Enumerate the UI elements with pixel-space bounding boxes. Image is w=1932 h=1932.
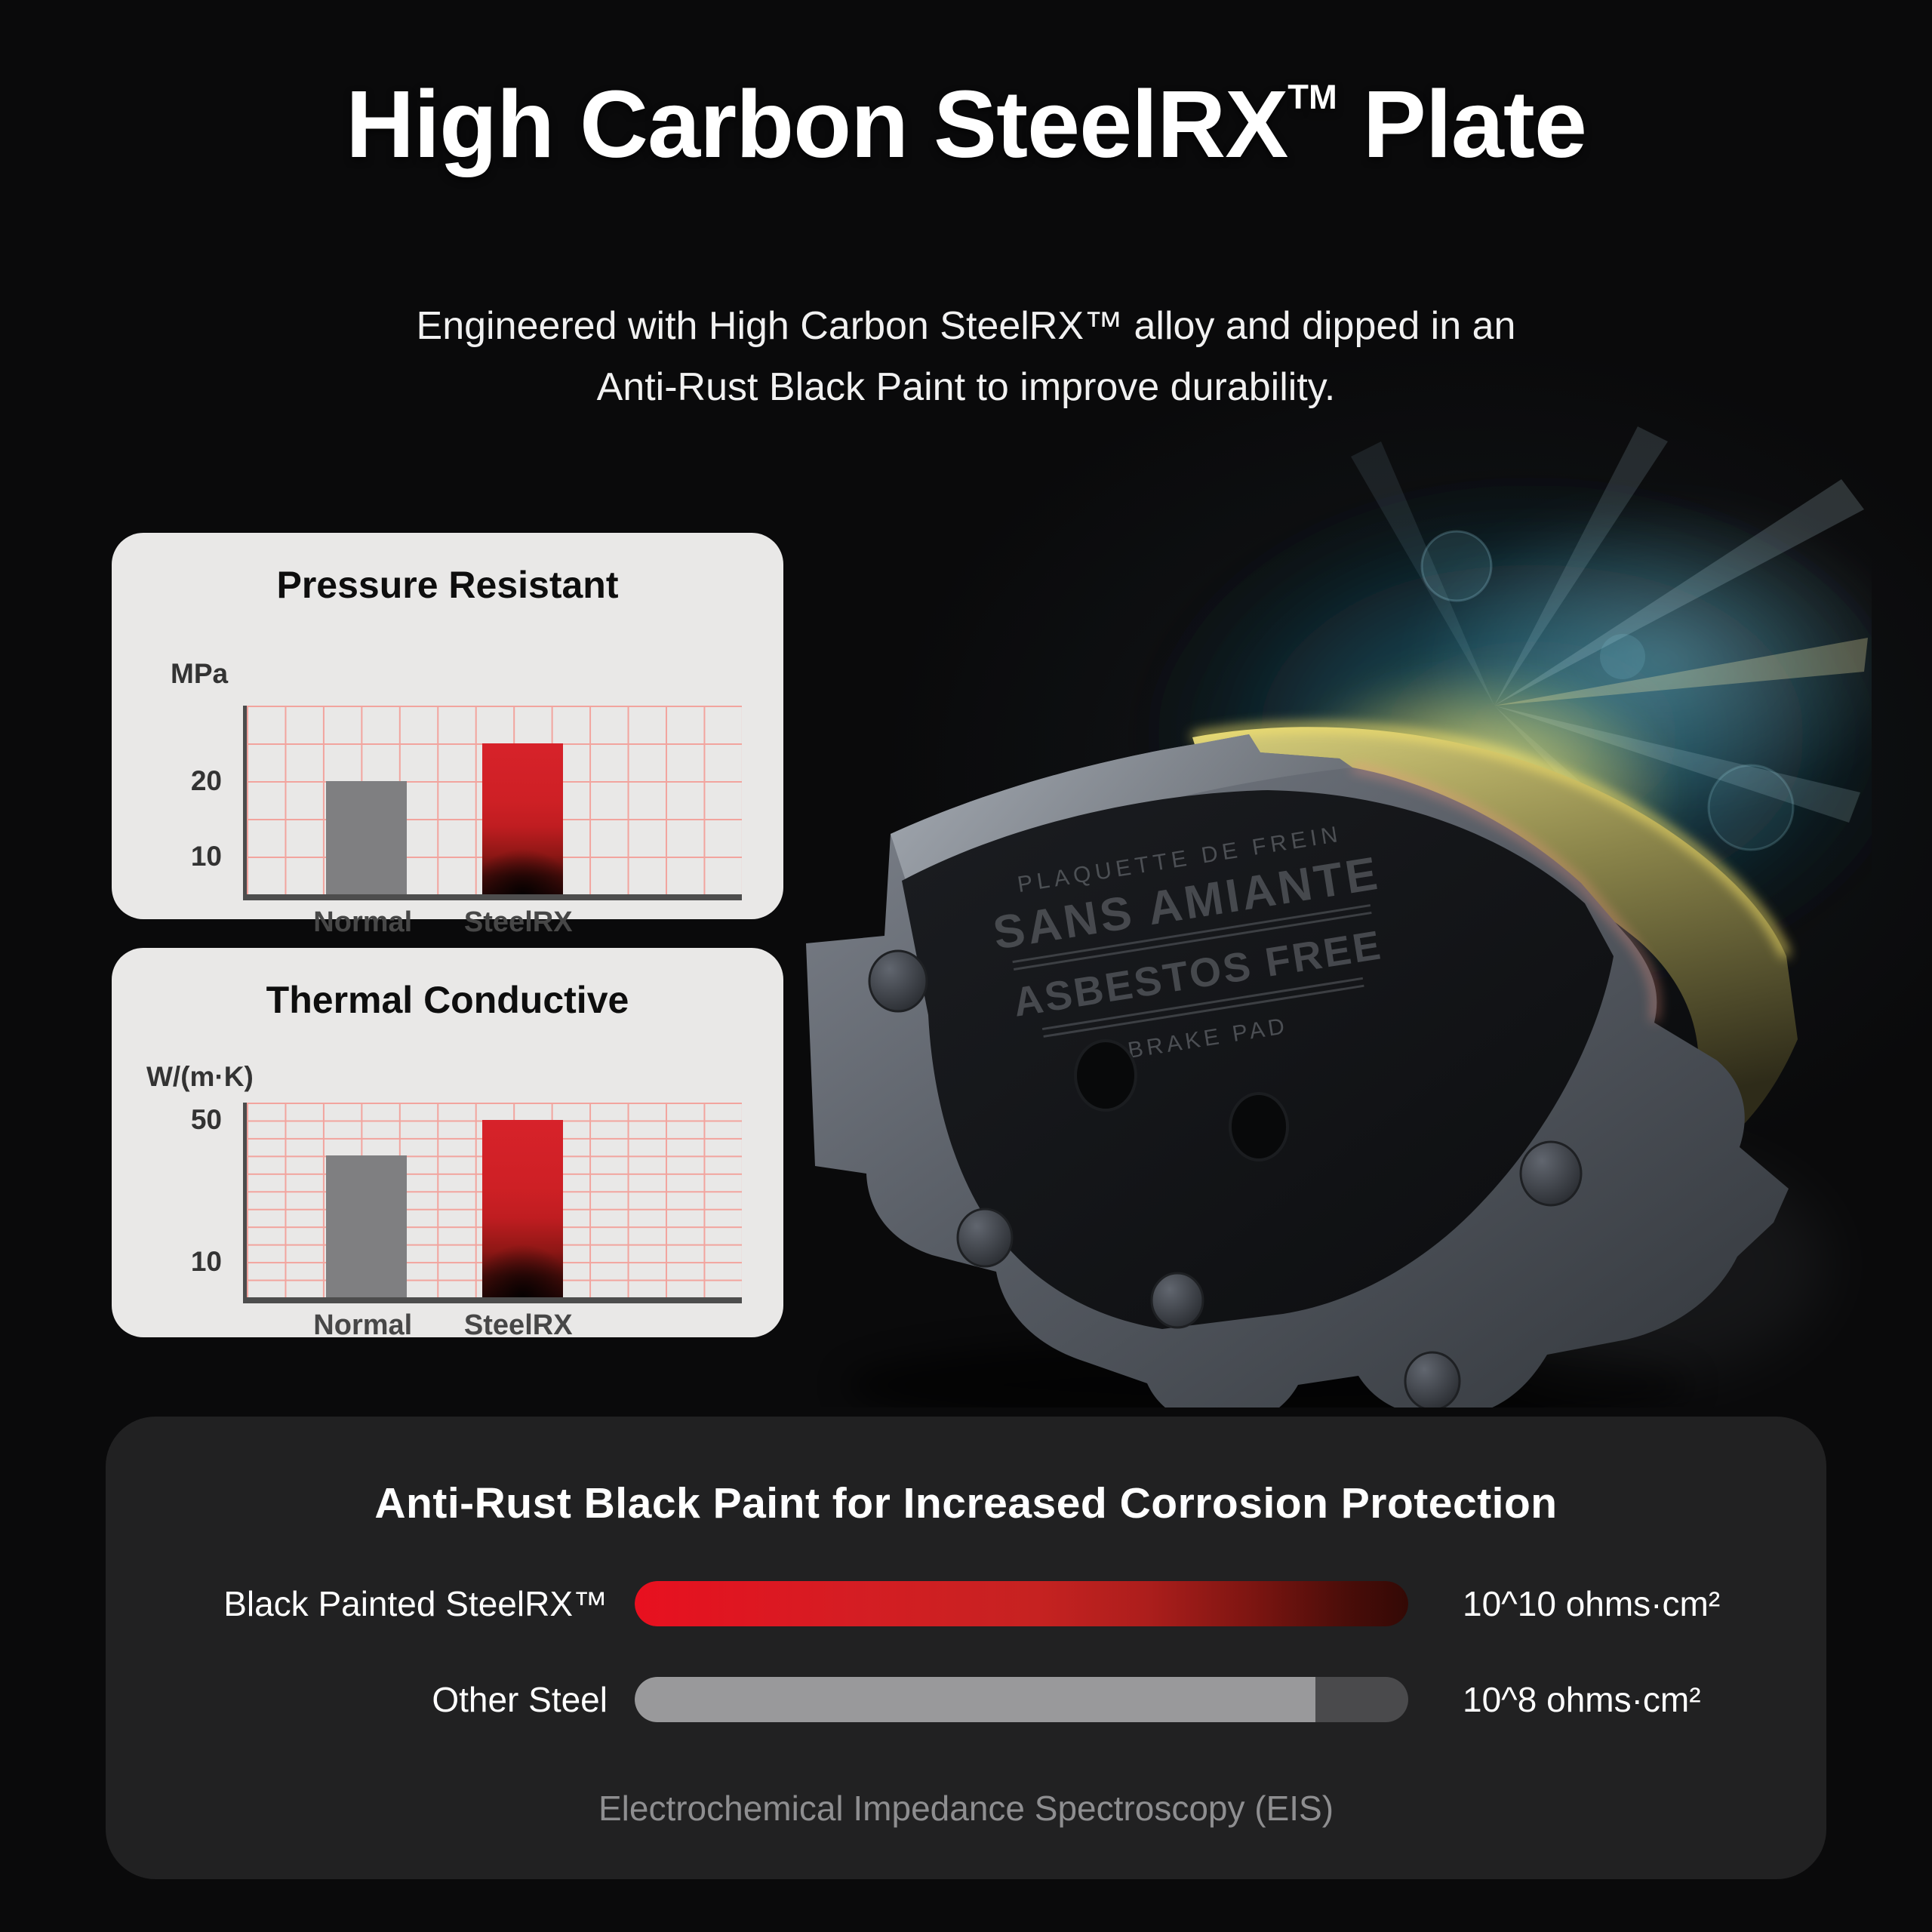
row-label-black-painted-steelrx: Black Painted SteelRX™ xyxy=(223,1584,608,1623)
hole xyxy=(1229,1092,1289,1161)
friction-glow-edge xyxy=(1192,723,1790,958)
pressure-tick-20: 20 xyxy=(190,765,222,796)
trademark-superscript: TM xyxy=(1287,78,1337,117)
thermal-tick-50: 50 xyxy=(190,1104,222,1136)
thermal-bar-normal xyxy=(325,1155,407,1297)
pressure-bar-normal xyxy=(325,781,407,894)
page-title: High Carbon SteelRXTM Plate xyxy=(0,72,1932,177)
pressure-label-normal: Normal xyxy=(313,906,413,938)
pressure-label-steelrx: SteelRX xyxy=(463,906,573,938)
panel-title: Anti-Rust Black Paint for Increased Corr… xyxy=(374,1479,1558,1527)
steelrx-resistance-bar xyxy=(635,1581,1408,1626)
thermal-tick-10: 10 xyxy=(190,1246,222,1278)
pin xyxy=(956,1208,1014,1268)
thermal-conductive-card: Thermal Conductive W/(m·K) 50 10 Normal … xyxy=(112,948,783,1341)
other-steel-resistance-value: 10^8 ohms·cm² xyxy=(1463,1680,1701,1719)
thermal-plot-area xyxy=(243,1103,742,1303)
row-label-other-steel: Other Steel xyxy=(432,1680,608,1719)
steelrx-resistance-value: 10^10 ohms·cm² xyxy=(1463,1584,1721,1623)
other-steel-resistance-bar xyxy=(635,1677,1315,1722)
pressure-category-labels: Normal SteelRX xyxy=(243,906,738,944)
pin xyxy=(1150,1272,1204,1329)
brake-pad-render: PLAQUETTE DE FREIN SANS AMIANTE ASBESTOS… xyxy=(770,411,1932,1433)
bokeh-circle xyxy=(1600,634,1645,679)
boundary-glow xyxy=(1352,764,1659,1022)
pressure-plot-area xyxy=(243,706,742,900)
brake-pad-illustration: PLAQUETTE DE FREIN SANS AMIANTE ASBESTOS… xyxy=(806,426,1932,1433)
pressure-y-ticks: 20 10 xyxy=(112,706,232,894)
pressure-bar-steelrx xyxy=(481,743,563,894)
pressure-tick-10: 10 xyxy=(190,841,222,872)
thermal-bar-steelrx xyxy=(481,1120,563,1297)
pad-face xyxy=(902,790,1614,1329)
pin xyxy=(1404,1351,1461,1411)
pin xyxy=(868,949,928,1013)
other-steel-bar-track xyxy=(635,1677,1408,1722)
thermal-y-ticks: 50 10 xyxy=(112,1103,232,1297)
pressure-unit-label: MPa xyxy=(171,658,229,689)
bokeh-circle xyxy=(1420,530,1493,602)
guide-pins xyxy=(868,949,1583,1411)
comparison-row-other-steel: Other Steel 10^8 ohms·cm² xyxy=(106,1675,1826,1724)
mounting-holes xyxy=(1074,1039,1289,1161)
thermal-unit-label: W/(m·K) xyxy=(146,1061,254,1092)
thermal-chart-title: Thermal Conductive xyxy=(266,979,629,1021)
eis-caption: Electrochemical Impedance Spectroscopy (… xyxy=(598,1789,1334,1828)
subtitle: Engineered with High Carbon SteelRX™ all… xyxy=(0,296,1932,417)
steelrx-bar-track xyxy=(635,1581,1408,1626)
subtitle-line-2: Anti-Rust Black Paint to improve durabil… xyxy=(596,365,1336,409)
pin xyxy=(1519,1140,1583,1207)
subtitle-line-1: Engineered with High Carbon SteelRX™ all… xyxy=(416,304,1516,348)
corrosion-protection-panel: Anti-Rust Black Paint for Increased Corr… xyxy=(106,1417,1826,1879)
friction-material xyxy=(1192,727,1798,1168)
thermal-label-normal: Normal xyxy=(313,1309,413,1341)
etch-rule-1 xyxy=(1012,904,1372,971)
thermal-category-labels: Normal SteelRX xyxy=(243,1309,738,1347)
pressure-resistant-card: Pressure Resistant MPa 20 10 Normal Stee… xyxy=(112,533,783,938)
backplate-top-surface xyxy=(891,734,1352,894)
pressure-chart-title: Pressure Resistant xyxy=(276,564,619,606)
bokeh-circle xyxy=(1707,764,1795,851)
title-text: High Carbon SteelRX xyxy=(346,71,1288,177)
comparison-row-steelrx: Black Painted SteelRX™ 10^10 ohms·cm² xyxy=(106,1580,1826,1628)
title-suffix: Plate xyxy=(1337,71,1587,177)
thermal-label-steelrx: SteelRX xyxy=(463,1309,573,1341)
etch-rule-2 xyxy=(1041,977,1364,1038)
hole xyxy=(1074,1039,1137,1112)
